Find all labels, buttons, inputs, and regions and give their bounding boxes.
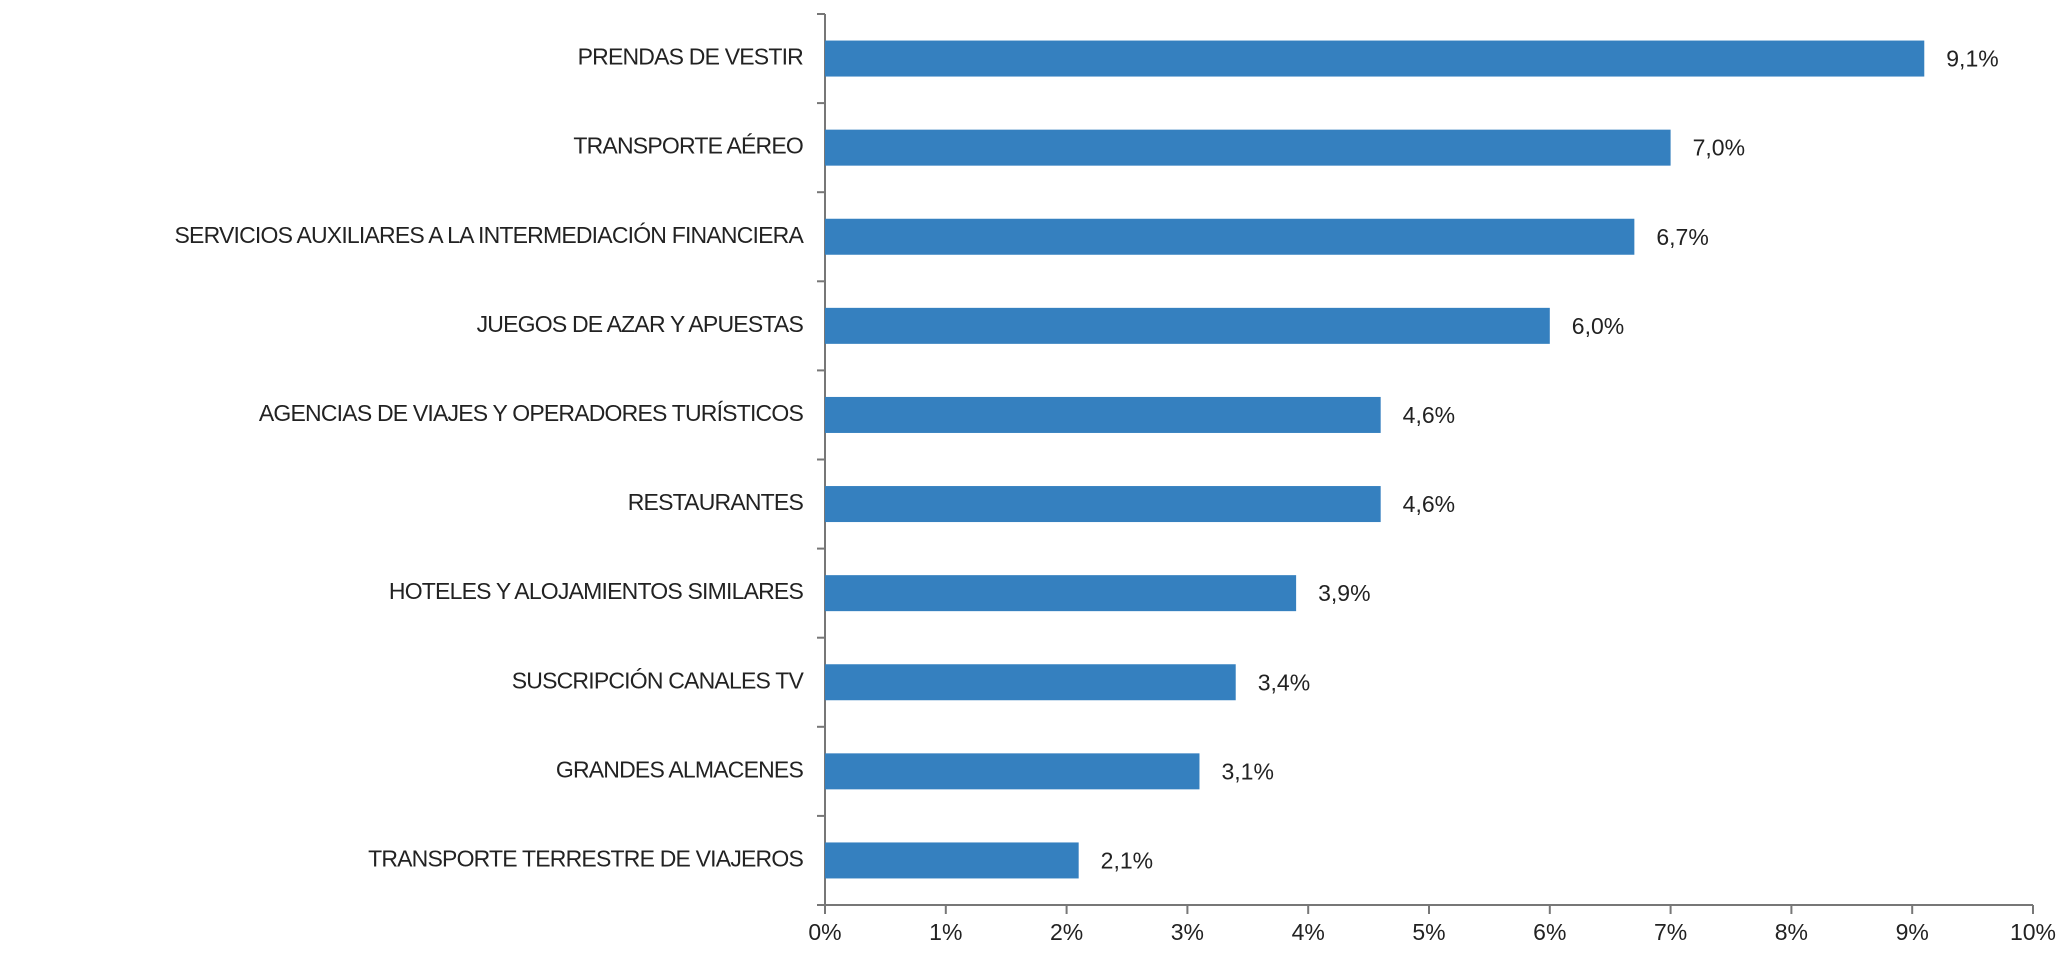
bar bbox=[825, 575, 1297, 612]
x-tick-label: 9% bbox=[1896, 919, 1929, 945]
y-tick-label: TRANSPORTE TERRESTRE DE VIAJEROS bbox=[368, 846, 803, 872]
value-label: 3,1% bbox=[1221, 758, 1273, 784]
x-tick-label: 6% bbox=[1533, 919, 1566, 945]
value-label: 7,0% bbox=[1693, 135, 1745, 161]
value-label: 2,1% bbox=[1101, 848, 1153, 874]
bar bbox=[825, 396, 1381, 433]
x-tick-label: 2% bbox=[1050, 919, 1083, 945]
value-label: 3,9% bbox=[1318, 580, 1370, 606]
value-label: 6,0% bbox=[1572, 313, 1624, 339]
y-tick-label: RESTAURANTES bbox=[628, 489, 804, 515]
y-tick-label: PRENDAS DE VESTIR bbox=[578, 44, 804, 70]
bar bbox=[825, 664, 1236, 701]
value-label: 3,4% bbox=[1258, 669, 1310, 695]
y-tick-label: SUSCRIPCIÓN CANALES TV bbox=[512, 667, 805, 693]
bar bbox=[825, 753, 1200, 790]
x-tick-label: 5% bbox=[1412, 919, 1445, 945]
y-tick-label: TRANSPORTE AÉREO bbox=[573, 133, 803, 159]
bar bbox=[825, 307, 1550, 344]
value-label: 4,6% bbox=[1403, 402, 1455, 428]
x-tick-label: 3% bbox=[1171, 919, 1204, 945]
x-tick-label: 10% bbox=[2010, 919, 2056, 945]
x-tick-label: 8% bbox=[1775, 919, 1808, 945]
x-tick-label: 1% bbox=[929, 919, 962, 945]
value-label: 4,6% bbox=[1403, 491, 1455, 517]
bar bbox=[825, 486, 1381, 523]
x-tick-label: 0% bbox=[808, 919, 841, 945]
x-tick-label: 7% bbox=[1654, 919, 1687, 945]
y-tick-label: SERVICIOS AUXILIARES A LA INTERMEDIACIÓN… bbox=[174, 222, 804, 248]
x-tick-label: 4% bbox=[1292, 919, 1325, 945]
y-tick-label: GRANDES ALMACENES bbox=[556, 756, 804, 782]
bar bbox=[825, 129, 1671, 166]
bar bbox=[825, 40, 1925, 77]
bar bbox=[825, 842, 1079, 879]
y-tick-label: JUEGOS DE AZAR Y APUESTAS bbox=[477, 311, 804, 337]
bar bbox=[825, 218, 1635, 255]
y-tick-label: HOTELES Y ALOJAMIENTOS SIMILARES bbox=[389, 578, 804, 604]
value-label: 9,1% bbox=[1946, 46, 1998, 72]
value-label: 6,7% bbox=[1656, 224, 1708, 250]
y-tick-label: AGENCIAS DE VIAJES Y OPERADORES TURÍSTIC… bbox=[259, 400, 804, 426]
